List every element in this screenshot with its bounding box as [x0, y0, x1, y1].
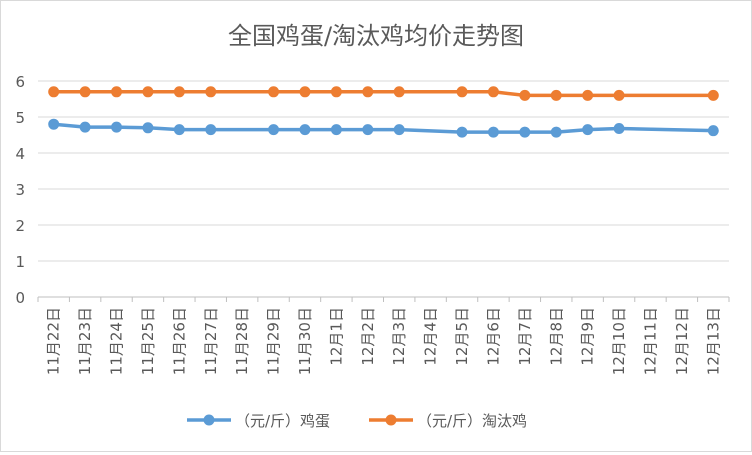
x-tick-label: 12月13日	[704, 307, 722, 375]
x-axis: 11月22日 11月23日 11月24日 11月25日 11月26日 11月27日 11月2…	[37, 296, 730, 375]
data-point	[330, 86, 342, 98]
x-tick-label: 12月9日	[579, 307, 597, 366]
data-point	[142, 86, 154, 98]
data-point	[48, 86, 60, 98]
legend-item-1: （元/斤）鸡蛋	[187, 412, 330, 430]
legend-label: （元/斤）鸡蛋	[235, 412, 330, 430]
x-tick-label: 11月27日	[202, 307, 220, 375]
data-point	[173, 124, 185, 136]
data-point	[173, 86, 185, 98]
data-point	[268, 124, 280, 136]
data-point	[362, 124, 374, 136]
legend: （元/斤）鸡蛋 （元/斤）淘汰鸡	[187, 412, 527, 430]
data-point	[111, 86, 123, 98]
data-point	[205, 124, 217, 136]
data-point	[456, 126, 468, 138]
x-tick-label: 11月30日	[296, 307, 314, 375]
series-layer	[48, 86, 719, 138]
data-point	[79, 121, 91, 133]
data-point	[456, 86, 468, 98]
data-point	[550, 126, 562, 138]
data-point	[707, 89, 719, 101]
x-tick-label: 11月26日	[170, 307, 188, 375]
data-point	[613, 123, 625, 135]
legend-marker	[385, 414, 397, 426]
x-tick-label: 11月23日	[76, 307, 94, 375]
legend-marker	[203, 414, 215, 426]
data-point	[362, 86, 374, 98]
data-point	[519, 126, 531, 138]
x-tick-label: 11月22日	[45, 307, 63, 375]
data-point	[142, 122, 154, 134]
y-tick-label: 0	[15, 289, 25, 307]
data-point	[393, 124, 405, 136]
data-point	[582, 89, 594, 101]
x-tick-label: 12月2日	[359, 307, 377, 366]
data-point	[48, 118, 60, 130]
y-tick-label: 1	[15, 253, 25, 271]
data-point	[268, 86, 280, 98]
data-point	[613, 89, 625, 101]
data-point	[299, 124, 311, 136]
x-tick-label: 11月25日	[139, 307, 157, 375]
data-point	[205, 86, 217, 98]
data-point	[79, 86, 91, 98]
x-tick-label: 12月6日	[484, 307, 502, 366]
data-point	[550, 89, 562, 101]
x-tick-label: 11月28日	[233, 307, 251, 375]
y-tick-label: 3	[15, 181, 25, 199]
x-tick-label: 11月29日	[265, 307, 283, 375]
data-point	[582, 124, 594, 136]
x-tick-label: 12月11日	[641, 307, 659, 375]
y-axis: 0 1 2 3 4 5 6	[15, 73, 25, 307]
x-tick-label: 12月3日	[390, 307, 408, 366]
x-tick-label: 12月10日	[610, 307, 628, 375]
data-point	[519, 89, 531, 101]
x-tick-label: 12月1日	[327, 307, 345, 366]
x-tick-label: 12月7日	[516, 307, 534, 366]
legend-item-2: （元/斤）淘汰鸡	[369, 412, 527, 430]
y-tick-label: 2	[15, 217, 25, 235]
data-point	[111, 121, 123, 133]
data-point	[299, 86, 311, 98]
y-tick-label: 5	[15, 109, 25, 127]
y-tick-label: 6	[15, 73, 25, 91]
chart-title: 全国鸡蛋/淘汰鸡均价走势图	[228, 22, 524, 50]
x-tick-label: 12月4日	[422, 307, 440, 366]
x-tick-label: 12月8日	[547, 307, 565, 366]
data-point	[487, 126, 499, 138]
gridlines	[38, 80, 729, 262]
series-1	[48, 118, 719, 138]
y-tick-label: 4	[15, 145, 25, 163]
legend-label: （元/斤）淘汰鸡	[417, 412, 527, 430]
series-2	[48, 86, 719, 101]
x-tick-label: 12月12日	[673, 307, 691, 375]
x-tick-label: 12月5日	[453, 307, 471, 366]
data-point	[330, 124, 342, 136]
data-point	[487, 86, 499, 98]
data-point	[707, 125, 719, 137]
data-point	[393, 86, 405, 98]
x-tick-label: 11月24日	[108, 307, 126, 375]
